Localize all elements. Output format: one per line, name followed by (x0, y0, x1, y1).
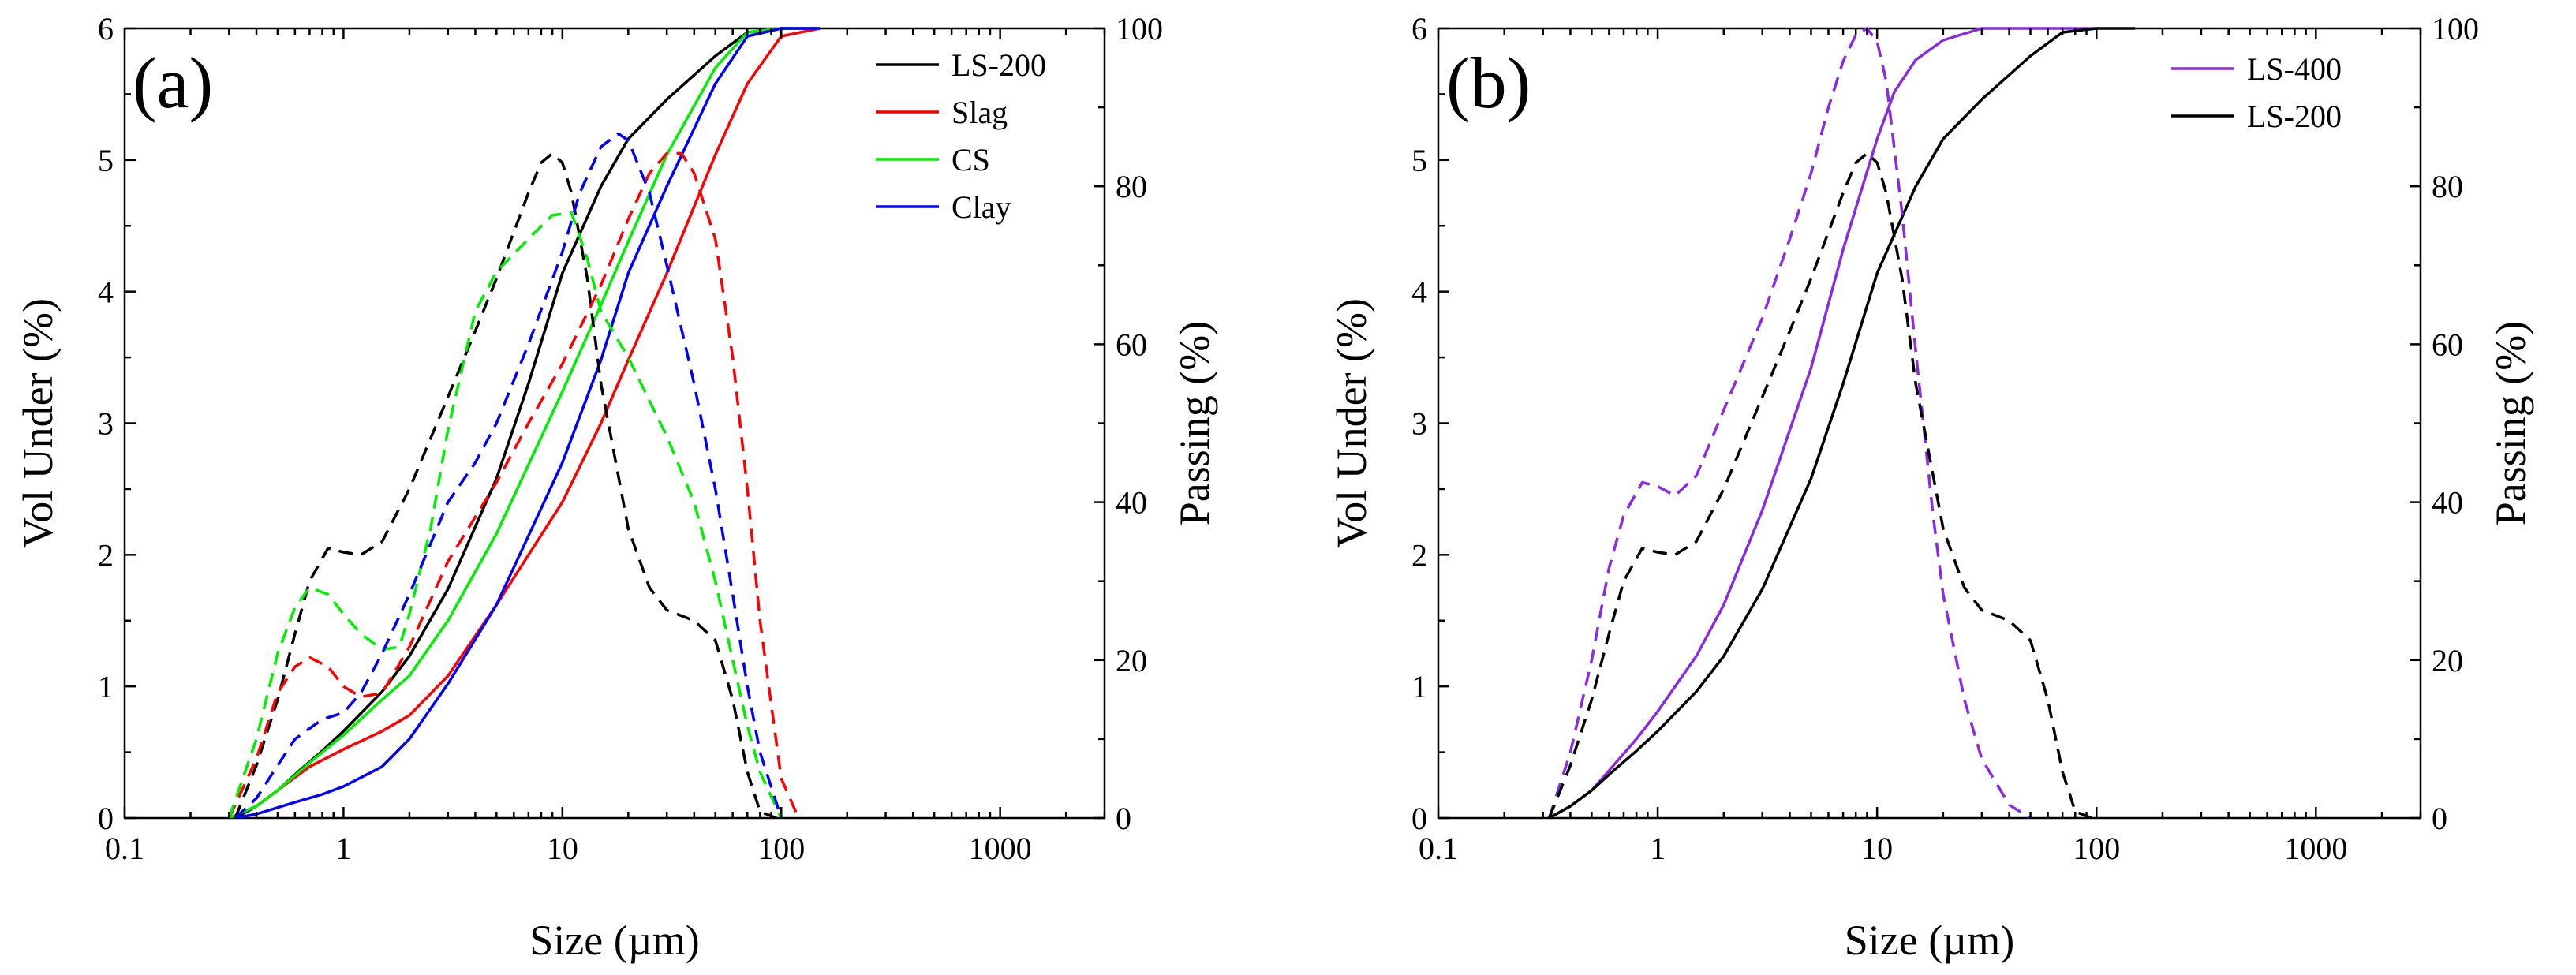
y-tick-label: 3 (1411, 406, 1427, 442)
legend-label-slag: Slag (952, 95, 1008, 130)
y2-tick-label: 60 (1116, 327, 1147, 362)
legend-label-ls-200: LS-200 (2247, 99, 2342, 134)
y-tick-label: 3 (98, 406, 114, 442)
legend-label-cs: CS (952, 142, 990, 177)
y2-axis-title: Passing (%) (1171, 321, 1218, 525)
y-tick-label: 5 (1411, 143, 1427, 178)
legend-label-clay: Clay (952, 189, 1011, 225)
series-ls-200-passing-line (1548, 27, 2136, 818)
y-tick-label: 0 (1411, 801, 1427, 836)
y-tick-label: 1 (98, 669, 114, 704)
y2-tick-label: 0 (2432, 801, 2447, 836)
y2-tick-label: 100 (1116, 11, 1163, 47)
x-tick-label: 100 (757, 831, 805, 866)
x-tick-label: 0.1 (105, 831, 144, 866)
plot-frame (1437, 27, 2422, 820)
y-tick-label: 2 (98, 537, 114, 573)
y2-tick-label: 60 (2432, 327, 2463, 362)
x-tick-label: 1000 (969, 831, 1032, 866)
series-slag-vol-under-line (227, 151, 800, 818)
y2-tick-label: 20 (2432, 643, 2463, 678)
series-cs-passing-line (228, 27, 821, 818)
series-clay-vol-under-line (234, 132, 783, 818)
y-tick-label: 2 (1411, 537, 1427, 573)
series-group (1547, 27, 2136, 818)
y2-tick-label: 0 (1116, 801, 1131, 836)
y-tick-label: 6 (98, 11, 114, 47)
x-tick-label: 10 (1861, 831, 1893, 866)
y2-tick-label: 80 (2432, 169, 2463, 204)
y2-tick-label: 20 (1116, 643, 1147, 678)
y-tick-label: 0 (98, 801, 114, 836)
y-tick-label: 5 (98, 143, 114, 178)
series-group (227, 27, 821, 818)
x-axis-title: Size (µm) (529, 917, 700, 964)
y2-tick-label: 80 (1116, 169, 1147, 204)
y-tick-label: 4 (1411, 275, 1427, 310)
series-ls-200-vol-under-line (234, 151, 777, 818)
series-clay-passing-line (234, 27, 821, 818)
series-ls-400-vol-under-line (1547, 27, 2032, 818)
y2-tick-label: 100 (2432, 11, 2479, 47)
x-axis-title: Size (µm) (1845, 917, 2015, 964)
y-tick-label: 4 (98, 275, 114, 310)
legend-label-ls-400: LS-400 (2247, 51, 2342, 87)
series-ls-400-passing-line (1548, 27, 2097, 818)
y-tick-label: 1 (1411, 669, 1427, 704)
y-tick-label: 6 (1411, 11, 1427, 47)
x-tick-label: 100 (2073, 831, 2120, 866)
y2-axis-title: Passing (%) (2487, 321, 2534, 525)
y2-tick-label: 40 (1116, 485, 1147, 521)
y-axis-title: Vol Under (%) (1328, 298, 1375, 548)
y2-tick-label: 40 (2432, 485, 2463, 521)
x-tick-label: 1000 (2284, 831, 2347, 866)
x-tick-label: 10 (547, 831, 578, 866)
panel-label: (a) (133, 43, 213, 123)
legend-label-ls-200: LS-200 (952, 47, 1046, 83)
series-cs-vol-under-line (227, 211, 783, 818)
series-slag-passing-line (228, 27, 821, 818)
panel-label: (b) (1446, 43, 1531, 123)
x-tick-label: 0.1 (1419, 831, 1458, 866)
y-axis-title: Vol Under (%) (14, 298, 62, 548)
x-tick-label: 1 (335, 831, 351, 866)
x-tick-label: 1 (1650, 831, 1666, 866)
series-ls-200-vol-under-line (1547, 151, 2092, 818)
